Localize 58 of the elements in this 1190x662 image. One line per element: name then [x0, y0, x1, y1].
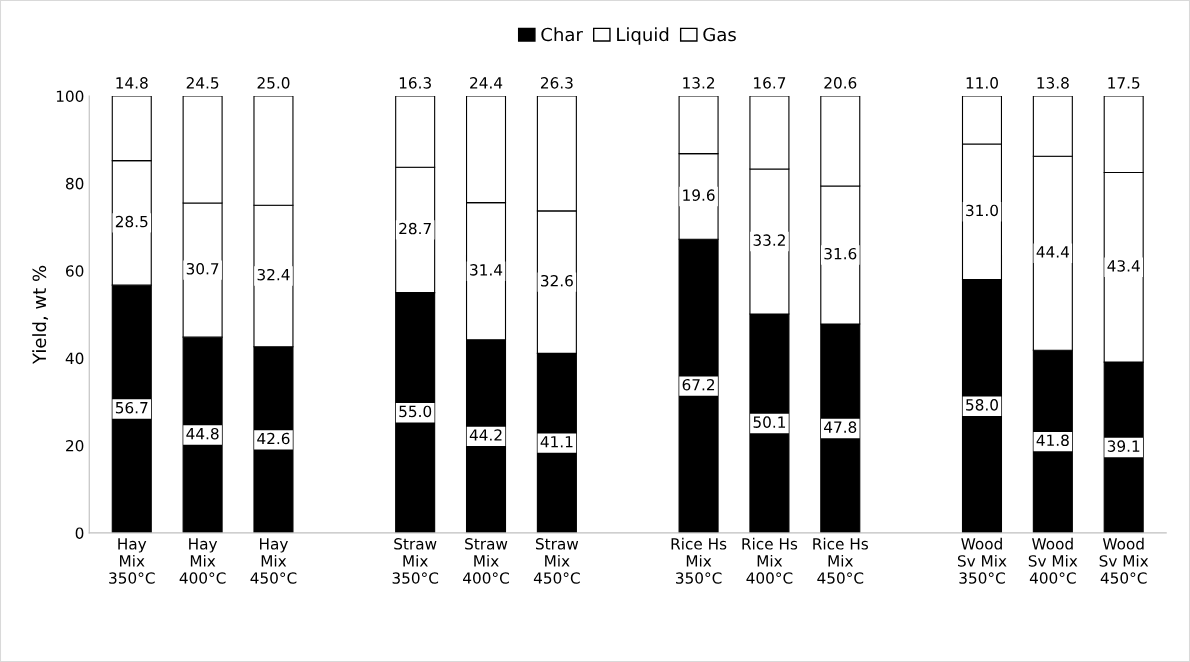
data-label: 50.1: [753, 416, 786, 428]
data-label: 24.4: [470, 77, 503, 89]
legend-label: Liquid: [617, 27, 669, 45]
data-label: 55.0: [399, 405, 432, 418]
data-label: 11.0: [966, 77, 998, 89]
data-label: 41.8: [1036, 434, 1069, 447]
data-label: 24.5: [186, 77, 219, 89]
data-label: 56.7: [115, 401, 148, 414]
data-label: 39.1: [1107, 440, 1140, 452]
data-label: 67.2: [682, 378, 715, 391]
data-label: 16.7: [754, 77, 786, 89]
data-label: 26.3: [540, 77, 573, 89]
x-tick-label: Hay Mix 350°C: [109, 538, 155, 584]
data-label: 13.2: [683, 77, 715, 89]
data-label: 44.4: [1036, 246, 1069, 258]
data-label: 13.8: [1037, 77, 1069, 89]
data-label: 33.2: [753, 234, 785, 246]
data-label: 19.6: [683, 189, 715, 201]
data-label: 31.0: [966, 204, 998, 217]
y-axis-title: Yield, wt %: [32, 265, 49, 365]
data-label: 32.6: [541, 274, 573, 287]
x-tick-label: Wood Sv Mix 400°C: [1028, 537, 1078, 584]
legend-label: Gas: [703, 27, 736, 42]
x-tick-label: Wood Sv Mix 450°C: [1099, 537, 1149, 584]
x-tick-label: Rice Hs Mix 400°C: [742, 537, 798, 584]
data-label: 43.4: [1107, 260, 1140, 272]
x-tick-label: Straw Mix 400°C: [463, 538, 509, 584]
data-label: 47.8: [824, 421, 857, 433]
y-tick-label: 40: [65, 352, 84, 365]
data-label: 44.8: [186, 427, 219, 440]
x-tick-label: Rice Hs Mix 450°C: [813, 537, 869, 584]
data-label: 14.8: [116, 77, 148, 89]
legend-label: Char: [541, 27, 583, 42]
y-tick-label: 20: [66, 439, 84, 452]
data-label: 31.6: [824, 247, 857, 260]
data-label: 58.0: [966, 399, 998, 411]
data-label: 28.5: [115, 215, 148, 228]
data-label: 20.6: [824, 77, 857, 89]
y-tick-label: 60: [66, 265, 84, 277]
data-label: 31.4: [470, 264, 503, 276]
y-tick-label: 80: [65, 177, 84, 190]
y-tick-label: 0: [75, 527, 84, 539]
x-tick-label: Wood Sv Mix 350°C: [957, 537, 1007, 584]
x-tick-label: Hay Mix 450°C: [250, 538, 297, 584]
data-label: 17.5: [1108, 77, 1140, 89]
data-label: 41.1: [540, 436, 573, 448]
data-label: 30.7: [186, 262, 219, 275]
x-tick-label: Rice Hs Mix 350°C: [671, 537, 727, 584]
data-label: 16.3: [399, 77, 431, 89]
y-tick-label: 100: [56, 90, 84, 103]
x-tick-label: Hay Mix 400°C: [179, 538, 226, 584]
data-label: 28.7: [399, 222, 431, 235]
data-label: 32.4: [257, 268, 290, 281]
data-label: 44.2: [469, 429, 502, 441]
x-tick-label: Straw Mix 450°C: [533, 538, 580, 584]
data-label: 25.0: [257, 77, 290, 89]
x-tick-label: Straw Mix 350°C: [392, 538, 439, 584]
data-label: 42.6: [257, 432, 290, 445]
